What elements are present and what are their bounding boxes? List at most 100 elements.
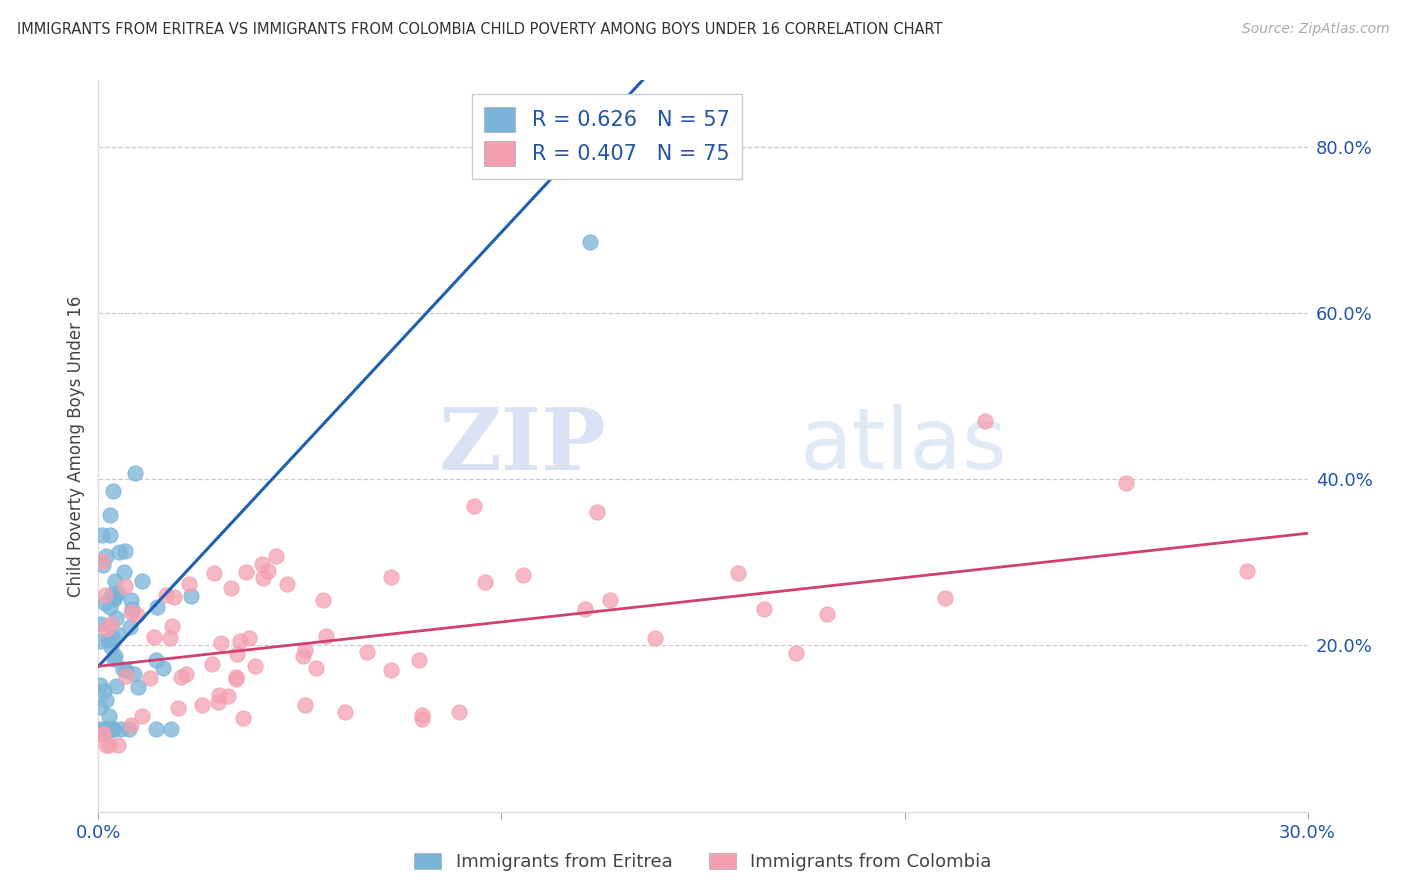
- Point: [101, 631, 124, 645]
- Point: [101, 722, 124, 736]
- Point: [90, 528, 112, 542]
- Point: [96, 632, 118, 647]
- Point: [408, 653, 430, 667]
- Point: [118, 620, 141, 634]
- Point: [250, 557, 273, 571]
- Point: [90, 616, 112, 631]
- Point: [177, 577, 200, 591]
- Point: [166, 700, 188, 714]
- Point: [815, 607, 838, 621]
- Point: [411, 707, 433, 722]
- Point: [127, 681, 149, 695]
- Point: [110, 722, 132, 736]
- Point: [101, 722, 124, 736]
- Point: [103, 722, 125, 736]
- Point: [333, 705, 356, 719]
- Point: [124, 467, 146, 481]
- Point: [579, 235, 602, 250]
- Legend: R = 0.626   N = 57, R = 0.407   N = 75: R = 0.626 N = 57, R = 0.407 N = 75: [471, 95, 742, 178]
- Point: [115, 663, 138, 677]
- Point: [96, 722, 118, 736]
- Point: [512, 568, 534, 582]
- Point: [934, 591, 956, 605]
- Point: [104, 574, 127, 588]
- Point: [208, 688, 231, 702]
- Point: [599, 592, 621, 607]
- Point: [131, 709, 153, 723]
- Point: [131, 574, 153, 588]
- Point: [474, 574, 496, 589]
- Point: [122, 666, 145, 681]
- Point: [89, 699, 111, 714]
- Point: [221, 581, 243, 595]
- Point: [276, 576, 298, 591]
- Text: Source: ZipAtlas.com: Source: ZipAtlas.com: [1241, 22, 1389, 37]
- Point: [294, 643, 316, 657]
- Point: [201, 657, 224, 672]
- Point: [252, 571, 274, 585]
- Point: [91, 726, 114, 740]
- Point: [118, 722, 141, 736]
- Point: [586, 505, 609, 519]
- Point: [169, 670, 191, 684]
- Point: [104, 649, 127, 664]
- Point: [159, 631, 181, 645]
- Point: [100, 587, 122, 601]
- Point: [160, 722, 183, 736]
- Point: [380, 570, 402, 584]
- Legend: Immigrants from Eritrea, Immigrants from Colombia: Immigrants from Eritrea, Immigrants from…: [408, 846, 998, 879]
- Y-axis label: Child Poverty Among Boys Under 16: Child Poverty Among Boys Under 16: [66, 295, 84, 597]
- Point: [180, 589, 202, 603]
- Point: [114, 579, 136, 593]
- Point: [96, 693, 118, 707]
- Point: [120, 592, 142, 607]
- Point: [304, 661, 326, 675]
- Point: [463, 500, 485, 514]
- Point: [103, 592, 125, 607]
- Point: [94, 622, 117, 636]
- Point: [93, 588, 115, 602]
- Point: [139, 671, 162, 685]
- Point: [105, 679, 128, 693]
- Point: [89, 722, 111, 736]
- Point: [145, 600, 167, 615]
- Point: [120, 606, 142, 620]
- Point: [105, 627, 128, 641]
- Point: [120, 718, 142, 732]
- Text: ZIP: ZIP: [439, 404, 606, 488]
- Point: [163, 590, 186, 604]
- Point: [752, 602, 775, 616]
- Point: [315, 629, 337, 643]
- Point: [114, 669, 136, 683]
- Point: [98, 708, 121, 723]
- Point: [100, 640, 122, 655]
- Point: [225, 672, 247, 686]
- Point: [93, 684, 115, 698]
- Text: atlas: atlas: [800, 404, 1008, 488]
- Point: [311, 593, 333, 607]
- Point: [218, 689, 240, 703]
- Point: [1115, 476, 1137, 491]
- Point: [97, 722, 120, 736]
- Point: [121, 602, 143, 616]
- Point: [292, 648, 315, 663]
- Point: [202, 566, 225, 581]
- Point: [94, 549, 117, 564]
- Point: [974, 414, 997, 428]
- Point: [238, 632, 260, 646]
- Point: [449, 705, 471, 719]
- Point: [107, 586, 129, 600]
- Point: [98, 738, 121, 752]
- Point: [91, 558, 114, 573]
- Point: [574, 602, 596, 616]
- Text: IMMIGRANTS FROM ERITREA VS IMMIGRANTS FROM COLOMBIA CHILD POVERTY AMONG BOYS UND: IMMIGRANTS FROM ERITREA VS IMMIGRANTS FR…: [17, 22, 942, 37]
- Point: [356, 645, 378, 659]
- Point: [294, 698, 316, 712]
- Point: [207, 695, 229, 709]
- Point: [94, 596, 117, 610]
- Point: [101, 484, 124, 499]
- Point: [644, 632, 666, 646]
- Point: [91, 726, 114, 740]
- Point: [226, 647, 249, 661]
- Point: [243, 659, 266, 673]
